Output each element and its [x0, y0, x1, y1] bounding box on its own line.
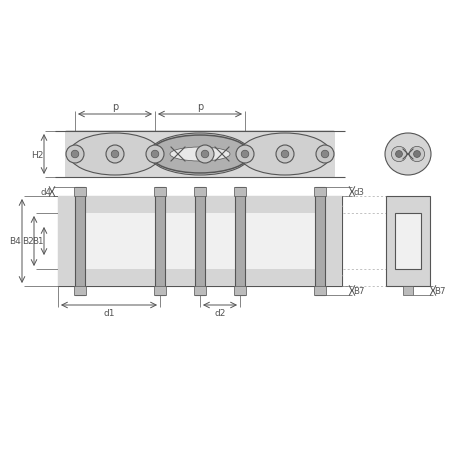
Bar	[313, 188, 325, 196]
Bar	[154, 286, 166, 295]
Text: d4: d4	[40, 188, 51, 196]
Bar	[234, 188, 246, 196]
Circle shape	[71, 151, 78, 158]
Bar	[58, 196, 341, 286]
Text: p: p	[196, 102, 203, 112]
Circle shape	[196, 146, 213, 164]
Bar	[78, 213, 321, 269]
Bar	[234, 286, 246, 295]
Text: B2: B2	[22, 237, 34, 246]
Circle shape	[235, 146, 253, 164]
Bar	[194, 286, 206, 295]
Bar	[74, 286, 86, 295]
Text: d3: d3	[353, 188, 364, 196]
Bar	[394, 213, 420, 269]
Bar	[194, 188, 206, 196]
Circle shape	[409, 147, 424, 162]
Text: B1: B1	[32, 237, 44, 246]
Ellipse shape	[149, 134, 251, 176]
FancyBboxPatch shape	[65, 131, 334, 179]
Bar	[155, 188, 165, 295]
Bar	[75, 188, 85, 295]
Circle shape	[320, 151, 328, 158]
Text: B4: B4	[9, 237, 21, 246]
Bar	[195, 188, 205, 295]
Circle shape	[201, 151, 208, 158]
Bar	[402, 286, 412, 295]
Ellipse shape	[150, 136, 249, 174]
Circle shape	[151, 151, 158, 158]
Circle shape	[241, 151, 248, 158]
Circle shape	[275, 146, 293, 164]
Circle shape	[66, 146, 84, 164]
Circle shape	[106, 146, 124, 164]
Circle shape	[413, 151, 420, 158]
Circle shape	[111, 151, 118, 158]
Text: d2: d2	[214, 308, 225, 317]
Circle shape	[280, 151, 288, 158]
Ellipse shape	[384, 134, 430, 176]
Text: B7: B7	[353, 286, 364, 295]
Circle shape	[146, 146, 164, 164]
Bar	[74, 188, 86, 196]
Ellipse shape	[170, 148, 230, 162]
Bar	[314, 188, 325, 295]
Text: d1: d1	[103, 308, 114, 317]
Bar	[154, 188, 166, 196]
Bar	[385, 196, 429, 286]
Ellipse shape	[239, 134, 330, 176]
Circle shape	[391, 147, 406, 162]
Text: H2: H2	[31, 150, 43, 159]
Text: B7: B7	[433, 286, 445, 295]
Circle shape	[315, 146, 333, 164]
Ellipse shape	[69, 134, 161, 176]
Circle shape	[395, 151, 402, 158]
Bar	[235, 188, 245, 295]
Bar	[313, 286, 325, 295]
Text: p: p	[112, 102, 118, 112]
